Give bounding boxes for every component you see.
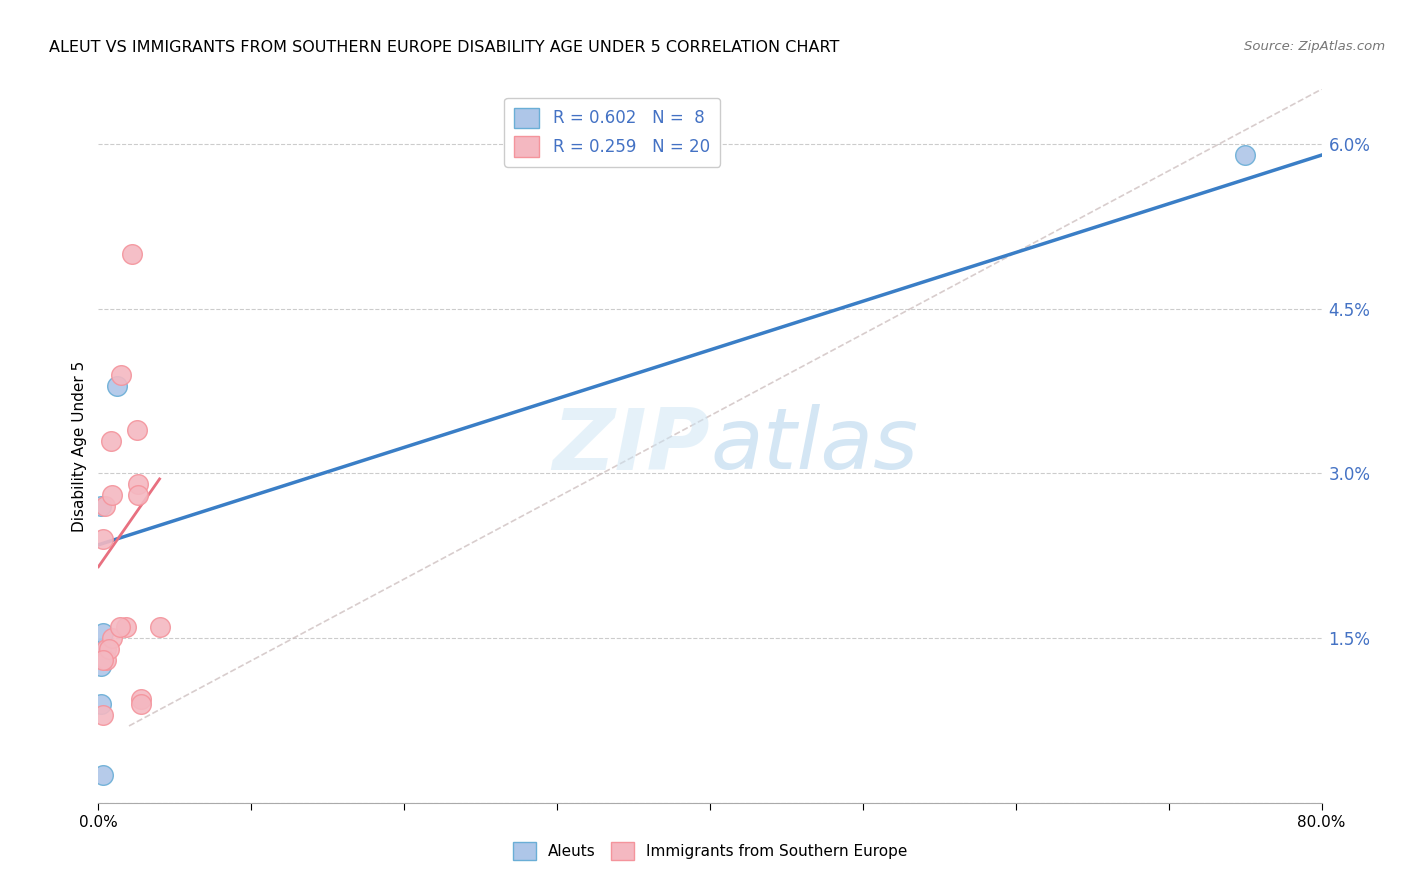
Point — [129, 691, 152, 706]
Point — [98, 642, 121, 657]
Point — [115, 620, 138, 634]
Point — [90, 500, 112, 514]
Point — [108, 620, 131, 634]
Point — [129, 697, 152, 711]
Point — [127, 488, 149, 502]
Point — [149, 620, 172, 634]
Point — [90, 658, 112, 673]
Point — [110, 368, 132, 382]
Point — [105, 378, 128, 392]
Point — [101, 631, 124, 645]
Point — [94, 642, 117, 657]
Text: atlas: atlas — [710, 404, 918, 488]
Point — [91, 708, 114, 723]
Text: Source: ZipAtlas.com: Source: ZipAtlas.com — [1244, 40, 1385, 54]
Text: ALEUT VS IMMIGRANTS FROM SOUTHERN EUROPE DISABILITY AGE UNDER 5 CORRELATION CHAR: ALEUT VS IMMIGRANTS FROM SOUTHERN EUROPE… — [49, 40, 839, 55]
Point — [100, 434, 122, 448]
Point — [93, 500, 115, 514]
Point — [91, 533, 114, 547]
Text: ZIP: ZIP — [553, 404, 710, 488]
Point — [90, 642, 112, 657]
Y-axis label: Disability Age Under 5: Disability Age Under 5 — [72, 360, 87, 532]
Point — [121, 247, 143, 261]
Point — [101, 488, 124, 502]
Point — [91, 768, 114, 782]
Legend: Aleuts, Immigrants from Southern Europe: Aleuts, Immigrants from Southern Europe — [506, 836, 914, 866]
Point — [127, 477, 149, 491]
Point — [91, 625, 114, 640]
Point — [125, 423, 148, 437]
Point — [1234, 148, 1257, 162]
Point — [90, 697, 112, 711]
Point — [91, 653, 114, 667]
Point — [94, 653, 117, 667]
